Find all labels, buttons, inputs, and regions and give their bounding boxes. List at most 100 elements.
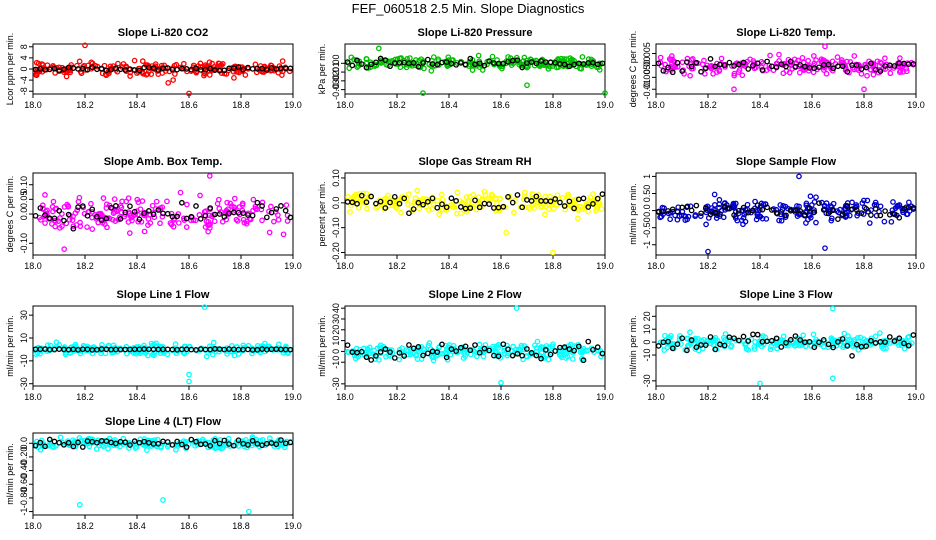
data-point	[115, 60, 121, 67]
reference-point	[750, 331, 756, 338]
data-point	[545, 65, 552, 72]
reference-point	[42, 212, 48, 219]
outlier-point	[513, 305, 520, 312]
reference-point	[207, 442, 214, 449]
data-point	[280, 231, 287, 238]
reference-point	[448, 346, 455, 352]
data-point	[367, 64, 373, 71]
y-tick-label: -30	[331, 377, 341, 390]
reference-point	[131, 438, 138, 444]
data-point	[489, 53, 496, 60]
data-point	[577, 349, 584, 356]
data-point	[231, 204, 238, 211]
data-point	[376, 357, 382, 363]
reference-point	[202, 441, 209, 447]
data-point	[141, 228, 148, 235]
data-point	[569, 356, 576, 362]
data-point	[482, 192, 489, 199]
reference-point	[434, 349, 441, 355]
reference-point	[514, 192, 521, 198]
data-point	[134, 196, 141, 203]
reference-point	[202, 212, 209, 219]
data-point	[558, 353, 564, 359]
reference-point	[528, 350, 535, 356]
x-tick-label: 19.0	[284, 261, 302, 271]
data-point	[283, 202, 290, 208]
data-point	[495, 351, 502, 357]
reference-point	[500, 341, 507, 348]
data-point	[674, 216, 681, 223]
x-tick-label: 18.2	[76, 392, 94, 402]
data-point	[118, 209, 125, 216]
y-axis-label: ml/min per min.	[5, 443, 15, 505]
reference-point	[688, 207, 695, 214]
data-point	[587, 194, 594, 201]
outlier-point	[829, 375, 836, 382]
data-point	[250, 196, 257, 203]
data-point	[759, 215, 766, 222]
data-point	[751, 346, 758, 352]
data-point	[573, 196, 579, 203]
reference-point	[434, 61, 441, 68]
reference-point	[538, 355, 544, 362]
data-point	[447, 351, 454, 358]
reference-point	[674, 341, 681, 347]
y-tick-label: -0.20	[331, 242, 341, 263]
x-tick-label: 18.4	[128, 521, 146, 531]
x-tick-label: 18.0	[336, 261, 354, 271]
reference-point	[377, 55, 384, 62]
x-tick-label: 19.0	[596, 100, 614, 110]
data-point	[489, 192, 496, 199]
data-point	[429, 206, 435, 213]
data-point	[180, 60, 187, 67]
data-point	[549, 343, 556, 350]
reference-point	[406, 342, 412, 348]
reference-point	[721, 203, 728, 210]
data-point	[853, 202, 860, 208]
reference-point	[89, 64, 96, 71]
x-tick-label: 18.2	[699, 392, 717, 402]
data-point	[234, 218, 241, 224]
data-point	[669, 341, 676, 348]
data-point	[522, 204, 528, 211]
outlier-point	[524, 82, 530, 89]
reference-point	[467, 347, 474, 354]
data-point	[828, 215, 835, 222]
reference-point	[282, 207, 289, 214]
reference-point	[721, 342, 728, 349]
data-point	[534, 338, 541, 345]
reference-point	[226, 441, 232, 447]
reference-point	[519, 64, 526, 71]
reference-point	[552, 348, 559, 354]
data-point	[590, 191, 596, 197]
data-point	[139, 198, 146, 204]
y-tick-label: 4	[19, 55, 29, 60]
reference-point	[61, 441, 67, 448]
data-point	[231, 195, 238, 202]
data-point	[137, 206, 144, 213]
reference-point	[443, 59, 450, 65]
y-tick-label: 40	[331, 303, 341, 313]
reference-point	[240, 210, 247, 216]
x-tick-label: 18.0	[336, 100, 354, 110]
data-point	[461, 351, 467, 357]
data-point	[398, 209, 404, 216]
data-point	[731, 72, 738, 79]
data-point	[832, 339, 839, 346]
reference-point	[599, 350, 606, 357]
outlier-point	[550, 249, 556, 256]
data-point	[864, 197, 871, 204]
reference-point	[457, 60, 464, 66]
reference-point	[401, 353, 408, 359]
data-point	[425, 342, 432, 349]
data-point	[593, 208, 599, 214]
x-tick-label: 18.8	[232, 521, 250, 531]
reference-point	[877, 212, 884, 219]
reference-point	[910, 61, 917, 67]
data-point	[776, 217, 782, 224]
data-point	[416, 205, 422, 212]
panel-sampleflow: Slope Sample Flow 18.0 18.2 18.4 18.6 18.8 19.…	[628, 156, 925, 271]
reference-point	[273, 206, 280, 212]
data-point	[834, 54, 841, 60]
reference-point	[164, 439, 171, 445]
